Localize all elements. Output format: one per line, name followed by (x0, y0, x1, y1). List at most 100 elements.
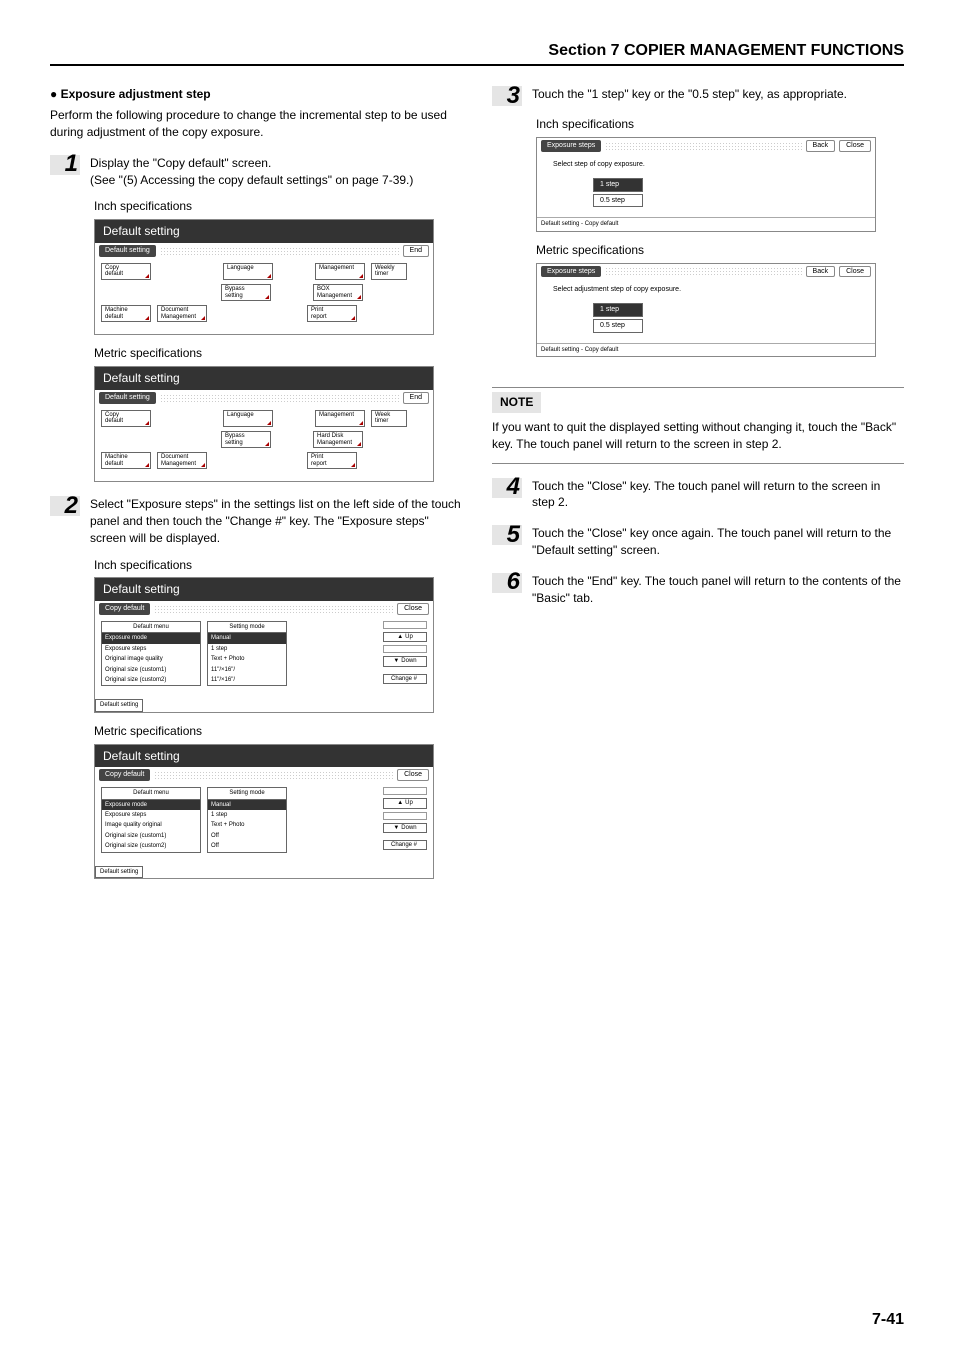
section-header: Section 7 COPIER MANAGEMENT FUNCTIONS (50, 40, 904, 66)
list-row: Text + Photo (208, 654, 286, 664)
tile-machine-default[interactable]: Machinedefault (101, 305, 151, 322)
intro-text: Perform the following procedure to chang… (50, 107, 462, 141)
list-row[interactable]: Original size (custom1) (102, 665, 200, 675)
note-box: NOTE If you want to quit the displayed s… (492, 387, 904, 463)
list-row[interactable]: Image quality original (102, 820, 200, 830)
default-setting-screen-inch: Default setting Default setting End Copy… (94, 219, 434, 335)
topic-heading: Exposure adjustment step (50, 86, 462, 103)
option-1-step[interactable]: 1 step (593, 178, 643, 192)
tile-weekly-timer[interactable]: Weeklytimer (371, 263, 407, 280)
screen-title: Default setting (95, 367, 433, 390)
step-5-text: Touch the "Close" key once again. The to… (532, 525, 904, 559)
scroll-track (383, 812, 427, 820)
bar-label: Copy default (99, 603, 150, 615)
exposure-steps-screen-metric: Exposure steps Back Close Select adjustm… (536, 263, 876, 358)
step-3: 3 Touch the "1 step" key or the "0.5 ste… (492, 86, 904, 106)
tile-management[interactable]: Management (315, 263, 365, 280)
list-row[interactable]: Exposure mode (102, 800, 200, 810)
copy-default-list-metric: Default setting Copy default Close Defau… (94, 744, 434, 879)
bar-dots (154, 771, 393, 779)
prompt-text: Select step of copy exposure. (553, 160, 869, 170)
step-1-line1: Display the "Copy default" screen. (90, 155, 462, 172)
tile-copy-default[interactable]: Copydefault (101, 263, 151, 280)
tile-copy-default[interactable]: Copydefault (101, 410, 151, 427)
step-6: 6 Touch the "End" key. The touch panel w… (492, 573, 904, 607)
tile-machine-default[interactable]: Machinedefault (101, 452, 151, 469)
spec-label-inch: Inch specifications (94, 557, 462, 574)
tile-language[interactable]: Language (223, 263, 273, 280)
tile-document-management[interactable]: DocumentManagement (157, 305, 207, 322)
list-row: Off (208, 831, 286, 841)
tile-box-management[interactable]: BOXManagement (313, 284, 363, 301)
bar-label: Default setting (99, 245, 156, 257)
list-row: 1 step (208, 644, 286, 654)
change-button[interactable]: Change # (383, 674, 427, 684)
tile-bypass-setting[interactable]: Bypasssetting (221, 284, 271, 301)
tile-week-timer[interactable]: Weektimer (371, 410, 407, 427)
up-button[interactable]: ▲ Up (383, 632, 427, 642)
list-row[interactable]: Exposure mode (102, 633, 200, 643)
tile-management[interactable]: Management (315, 410, 365, 427)
step-number: 3 (492, 86, 522, 106)
bar-dots (160, 394, 399, 402)
bar-dots (605, 267, 801, 275)
step-2: 2 Select "Exposure steps" in the setting… (50, 496, 462, 546)
list-row: 11"/×16"/ (208, 665, 286, 675)
close-button[interactable]: Close (839, 140, 871, 152)
down-button[interactable]: ▼ Down (383, 823, 427, 833)
spec-label-metric: Metric specifications (94, 723, 462, 740)
tile-print-report[interactable]: Printreport (307, 305, 357, 322)
tile-document-management[interactable]: DocumentManagement (157, 452, 207, 469)
default-setting-screen-metric: Default setting Default setting End Copy… (94, 366, 434, 482)
bar-label: Exposure steps (541, 266, 601, 278)
tile-print-report[interactable]: Printreport (307, 452, 357, 469)
note-text: If you want to quit the displayed settin… (492, 419, 904, 453)
copy-default-list-inch: Default setting Copy default Close Defau… (94, 577, 434, 712)
scroll-track (383, 645, 427, 653)
option-1-step[interactable]: 1 step (593, 303, 643, 317)
screen-title: Default setting (95, 578, 433, 601)
list-row: Off (208, 841, 286, 851)
list-row: Manual (208, 800, 286, 810)
list-row: 11"/×16"/ (208, 675, 286, 685)
tile-language[interactable]: Language (223, 410, 273, 427)
list-row[interactable]: Original size (custom2) (102, 841, 200, 851)
list-row: 1 step (208, 810, 286, 820)
exposure-steps-screen-inch: Exposure steps Back Close Select step of… (536, 137, 876, 232)
step-number: 2 (50, 496, 80, 516)
step-1-line2: (See "(5) Accessing the copy default set… (90, 172, 462, 189)
list-row[interactable]: Original size (custom1) (102, 831, 200, 841)
step-1: 1 Display the "Copy default" screen. (Se… (50, 155, 462, 189)
back-button[interactable]: Back (806, 266, 836, 278)
footer-chip: Default setting (95, 699, 143, 711)
step-4-text: Touch the "Close" key. The touch panel w… (532, 478, 904, 512)
close-button[interactable]: Close (397, 603, 429, 615)
option-0.5-step[interactable]: 0.5 step (593, 319, 643, 333)
step-number: 4 (492, 478, 522, 498)
close-button[interactable]: Close (397, 769, 429, 781)
tile-harddisk-management[interactable]: Hard DiskManagement (313, 431, 363, 448)
step-number: 1 (50, 155, 80, 175)
end-button[interactable]: End (403, 392, 429, 404)
note-label: NOTE (492, 392, 541, 413)
list-row[interactable]: Original size (custom2) (102, 675, 200, 685)
bar-dots (154, 605, 393, 613)
up-button[interactable]: ▲ Up (383, 798, 427, 808)
option-0.5-step[interactable]: 0.5 step (593, 194, 643, 208)
footer-chip: Default setting (95, 866, 143, 878)
setting-mode-list: Setting mode Manual 1 step Text + Photo … (207, 787, 287, 852)
list-row[interactable]: Exposure steps (102, 810, 200, 820)
spec-label-inch: Inch specifications (94, 198, 462, 215)
close-button[interactable]: Close (839, 266, 871, 278)
back-button[interactable]: Back (806, 140, 836, 152)
step-4: 4 Touch the "Close" key. The touch panel… (492, 478, 904, 512)
change-button[interactable]: Change # (383, 840, 427, 850)
down-button[interactable]: ▼ Down (383, 656, 427, 666)
step-number: 6 (492, 573, 522, 593)
list-row[interactable]: Original image quality (102, 654, 200, 664)
bar-label: Default setting (99, 392, 156, 404)
tile-bypass-setting[interactable]: Bypasssetting (221, 431, 271, 448)
end-button[interactable]: End (403, 245, 429, 257)
list-row[interactable]: Exposure steps (102, 644, 200, 654)
page-number: 7-41 (872, 1309, 904, 1331)
